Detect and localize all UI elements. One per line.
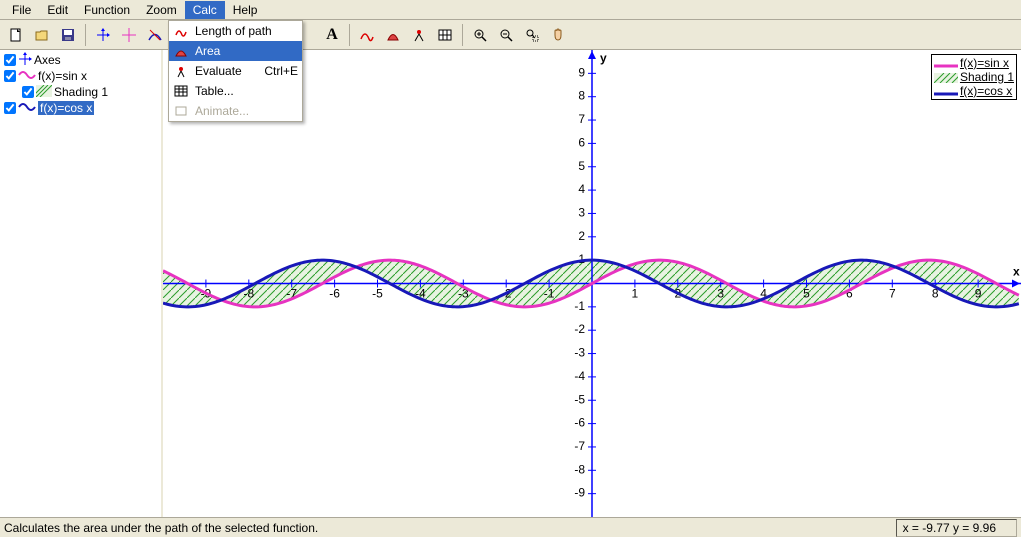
- new-button[interactable]: [4, 23, 28, 47]
- zoom-rect-button[interactable]: [520, 23, 544, 47]
- pan-button[interactable]: [546, 23, 570, 47]
- svg-text:7: 7: [889, 287, 896, 301]
- svg-text:5: 5: [803, 287, 810, 301]
- separator: [462, 24, 463, 46]
- svg-text:3: 3: [578, 205, 585, 219]
- compass-tool[interactable]: [407, 23, 431, 47]
- svg-text:-6: -6: [574, 416, 585, 430]
- tree-item[interactable]: f(x)=sin x: [2, 68, 159, 84]
- svg-text:4: 4: [578, 182, 585, 196]
- svg-text:y: y: [600, 51, 607, 65]
- anim-icon: [173, 103, 189, 119]
- svg-text:-6: -6: [329, 287, 340, 301]
- tree-item[interactable]: Shading 1: [2, 84, 159, 100]
- svg-text:1: 1: [632, 287, 639, 301]
- save-button[interactable]: [56, 23, 80, 47]
- area-tool[interactable]: [381, 23, 405, 47]
- tangent-tool[interactable]: [143, 23, 167, 47]
- menubar: FileEditFunctionZoomCalcHelp: [0, 0, 1021, 20]
- svg-text:8: 8: [578, 89, 585, 103]
- legend-row: Shading 1: [934, 70, 1014, 84]
- tree-item[interactable]: f(x)=cos x: [2, 100, 159, 116]
- svg-text:6: 6: [578, 135, 585, 149]
- svg-text:x: x: [1013, 265, 1020, 279]
- svg-text:7: 7: [578, 112, 585, 126]
- menu-item-animate-: Animate...: [169, 101, 302, 121]
- zoom-out-button[interactable]: [494, 23, 518, 47]
- legend: f(x)=sin xShading 1f(x)=cos x: [931, 54, 1017, 100]
- table-icon: [173, 83, 189, 99]
- status-text: Calculates the area under the path of th…: [4, 521, 318, 535]
- function-tree: Axesf(x)=sin xShading 1f(x)=cos x: [0, 50, 163, 517]
- eval-icon: [173, 63, 189, 79]
- menu-calc[interactable]: Calc: [185, 1, 225, 19]
- svg-text:-5: -5: [574, 392, 585, 406]
- axes-tool[interactable]: [91, 23, 115, 47]
- svg-text:9: 9: [578, 65, 585, 79]
- grid-tool[interactable]: [433, 23, 457, 47]
- legend-row: f(x)=sin x: [934, 56, 1014, 70]
- tree-checkbox[interactable]: [4, 54, 16, 66]
- workspace: Axesf(x)=sin xShading 1f(x)=cos x -9-8-7…: [0, 50, 1021, 517]
- svg-text:9: 9: [975, 287, 982, 301]
- svg-text:-4: -4: [574, 369, 585, 383]
- status-coords: x = -9.77 y = 9.96: [896, 519, 1017, 537]
- area-icon: [173, 43, 189, 59]
- svg-text:-5: -5: [372, 287, 383, 301]
- cos-icon: [18, 101, 36, 116]
- path-icon: [173, 23, 189, 39]
- svg-text:3: 3: [717, 287, 724, 301]
- hatch-icon: [36, 85, 52, 100]
- menu-zoom[interactable]: Zoom: [138, 1, 185, 19]
- sin-icon: [18, 69, 36, 84]
- curve-tool[interactable]: [355, 23, 379, 47]
- svg-text:2: 2: [578, 229, 585, 243]
- crosshair-tool[interactable]: [117, 23, 141, 47]
- tree-checkbox[interactable]: [4, 70, 16, 82]
- menu-item-table-[interactable]: Table...: [169, 81, 302, 101]
- tree-item[interactable]: Axes: [2, 52, 159, 68]
- svg-text:-8: -8: [574, 462, 585, 476]
- toolbar: A: [0, 20, 1021, 50]
- svg-text:-1: -1: [574, 299, 585, 313]
- zoom-in-button[interactable]: [468, 23, 492, 47]
- text-tool[interactable]: A: [320, 23, 344, 47]
- menu-item-evaluate[interactable]: EvaluateCtrl+E: [169, 61, 302, 81]
- statusbar: Calculates the area under the path of th…: [0, 517, 1021, 537]
- separator: [349, 24, 350, 46]
- menu-item-area[interactable]: Area: [169, 41, 302, 61]
- menu-file[interactable]: File: [4, 1, 39, 19]
- svg-text:-9: -9: [574, 486, 585, 500]
- menu-function[interactable]: Function: [76, 1, 138, 19]
- tree-checkbox[interactable]: [22, 86, 34, 98]
- open-button[interactable]: [30, 23, 54, 47]
- legend-row: f(x)=cos x: [934, 84, 1014, 98]
- svg-text:5: 5: [578, 159, 585, 173]
- svg-text:-1: -1: [544, 287, 555, 301]
- axes-icon: [18, 52, 32, 69]
- menu-help[interactable]: Help: [225, 1, 266, 19]
- tree-checkbox[interactable]: [4, 102, 16, 114]
- menu-item-length-of-path[interactable]: Length of path: [169, 21, 302, 41]
- separator: [85, 24, 86, 46]
- calc-dropdown: Length of pathAreaEvaluateCtrl+ETable...…: [168, 20, 303, 122]
- svg-text:-7: -7: [574, 439, 585, 453]
- svg-text:-3: -3: [574, 346, 585, 360]
- menu-edit[interactable]: Edit: [39, 1, 76, 19]
- svg-text:-2: -2: [574, 322, 585, 336]
